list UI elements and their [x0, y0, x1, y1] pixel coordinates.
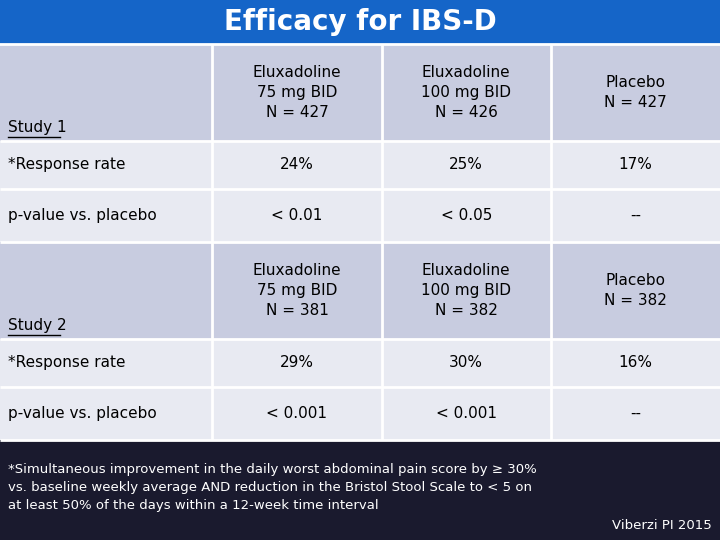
Text: 17%: 17% — [618, 157, 652, 172]
Text: p-value vs. placebo: p-value vs. placebo — [8, 208, 157, 223]
Text: Placebo
N = 382: Placebo N = 382 — [604, 273, 667, 308]
Text: Viberzi PI 2015: Viberzi PI 2015 — [612, 519, 712, 532]
Text: 16%: 16% — [618, 355, 652, 370]
Text: *Response rate: *Response rate — [8, 157, 125, 172]
Bar — [0, 44, 720, 140]
Text: Eluxadoline
100 mg BID
N = 382: Eluxadoline 100 mg BID N = 382 — [421, 263, 511, 318]
Text: < 0.001: < 0.001 — [436, 406, 497, 421]
Text: p-value vs. placebo: p-value vs. placebo — [8, 406, 157, 421]
Text: --: -- — [630, 208, 641, 223]
Text: Study 2: Study 2 — [8, 318, 67, 333]
Bar — [0, 242, 720, 339]
Text: Placebo
N = 427: Placebo N = 427 — [604, 75, 667, 110]
Text: 25%: 25% — [449, 157, 483, 172]
Text: *Response rate: *Response rate — [8, 355, 125, 370]
Text: Eluxadoline
75 mg BID
N = 381: Eluxadoline 75 mg BID N = 381 — [253, 263, 341, 318]
Text: *Simultaneous improvement in the daily worst abdominal pain score by ≥ 30%
vs. b: *Simultaneous improvement in the daily w… — [8, 463, 536, 512]
Text: < 0.01: < 0.01 — [271, 208, 323, 223]
Text: Eluxadoline
75 mg BID
N = 427: Eluxadoline 75 mg BID N = 427 — [253, 65, 341, 119]
Text: < 0.001: < 0.001 — [266, 406, 328, 421]
Text: 29%: 29% — [280, 355, 314, 370]
Text: Study 1: Study 1 — [8, 119, 67, 134]
Bar — [0, 0, 720, 44]
Bar — [0, 339, 720, 387]
Bar — [0, 387, 720, 440]
Text: < 0.05: < 0.05 — [441, 208, 492, 223]
Text: 24%: 24% — [280, 157, 314, 172]
Text: 30%: 30% — [449, 355, 483, 370]
Text: --: -- — [630, 406, 641, 421]
Bar — [0, 440, 720, 540]
Bar — [0, 140, 720, 189]
Text: Efficacy for IBS-D: Efficacy for IBS-D — [224, 8, 496, 36]
Bar — [0, 189, 720, 242]
Text: Eluxadoline
100 mg BID
N = 426: Eluxadoline 100 mg BID N = 426 — [421, 65, 511, 119]
